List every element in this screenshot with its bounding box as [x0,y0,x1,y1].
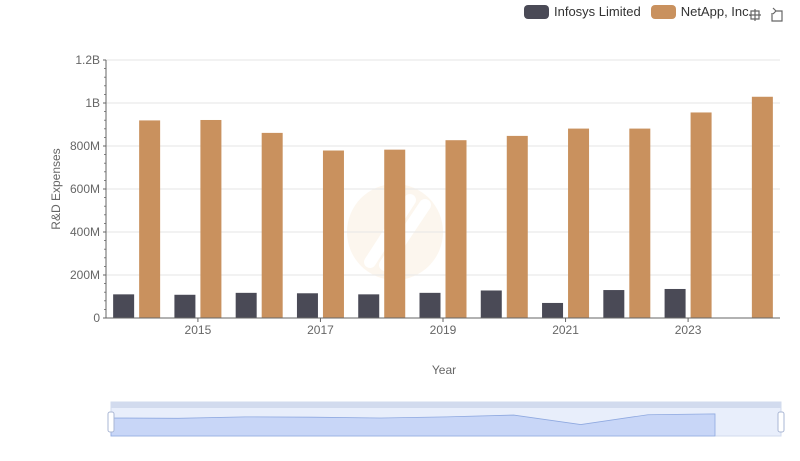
bar-netapp-2023[interactable] [690,112,712,319]
y-tick-label: 0 [93,311,100,325]
legend-item-infosys[interactable]: Infosys Limited [524,4,641,19]
toolbox [746,6,790,24]
bar-infosys-2015[interactable] [174,294,196,318]
y-axis-title: R&D Expenses [49,148,63,229]
x-tick-label: 2021 [552,323,579,337]
y-tick-label: 400M [70,225,100,239]
bar-netapp-2022[interactable] [629,128,651,318]
legend-swatch-infosys [524,4,549,19]
bar-infosys-2023[interactable] [664,288,686,318]
y-tick-label: 1.2B [75,53,100,67]
x-axis: 2015 2017 2019 2021 2023 [106,317,780,337]
bar-infosys-2020[interactable] [480,290,502,318]
bar-infosys-2017[interactable] [296,293,318,318]
bar-netapp-2014[interactable] [139,120,161,318]
bar-netapp-2021[interactable] [568,128,590,318]
bar-netapp-2015[interactable] [200,119,222,318]
bar-infosys-2019[interactable] [419,292,441,318]
bar-netapp-2017[interactable] [322,150,344,318]
y-tick-label: 200M [70,268,100,282]
y-tick-label: 1B [85,96,100,110]
slider-handle-left[interactable] [107,411,115,433]
legend-swatch-netapp [650,4,676,19]
bar-netapp-2016[interactable] [261,132,283,318]
x-tick-label: 2017 [307,323,334,337]
legend-label-infosys: Infosys Limited [554,4,641,19]
x-tick-label: 2023 [675,323,702,337]
legend-label-netapp: NetApp, Inc. [680,4,753,19]
bar-infosys-2018[interactable] [358,294,380,318]
bar-netapp-2020[interactable] [506,135,528,318]
legend-item-netapp[interactable]: NetApp, Inc. [650,4,753,19]
data-zoom-slider[interactable] [107,401,785,437]
bar-infosys-2022[interactable] [603,290,625,318]
y-tick-label: 600M [70,182,100,196]
legend: Infosys Limited NetApp, Inc. [524,4,762,19]
x-tick-label: 2015 [185,323,212,337]
bar-infosys-2016[interactable] [235,292,257,318]
y-tick-label: 800M [70,139,100,153]
bar-infosys-2021[interactable] [542,302,564,318]
bar-netapp-2018[interactable] [384,149,406,318]
y-axis: 0 200M 400M 600M 800M 1B 1.2B [70,53,107,325]
slider-top-bar [111,402,781,408]
x-tick-label: 2019 [430,323,457,337]
zoom-icon[interactable] [746,6,764,24]
slider-handle-right[interactable] [777,411,785,433]
bar-infosys-2014[interactable] [113,294,135,318]
restore-icon[interactable] [768,6,786,24]
x-axis-title: Year [432,363,456,377]
slider-preview-area [110,413,716,437]
bar-netapp-2024[interactable] [751,96,773,318]
bar-netapp-2019[interactable] [445,140,467,318]
bars [113,96,773,319]
